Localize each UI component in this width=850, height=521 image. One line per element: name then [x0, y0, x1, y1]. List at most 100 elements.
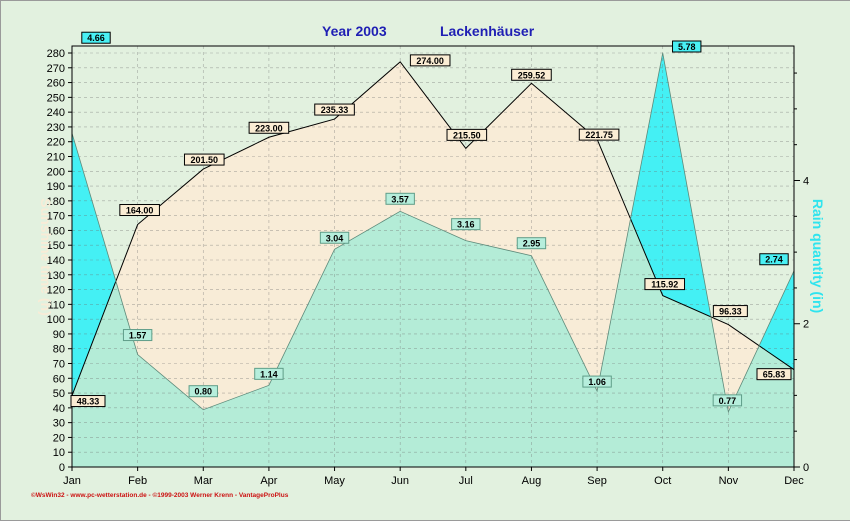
rain-label-box — [319, 231, 350, 244]
sunshine-data-label: 221.75 — [578, 128, 620, 141]
rain-data-label: 4.66 — [81, 31, 111, 44]
left-tick-label: 160 — [47, 225, 65, 237]
sunshine-label-box — [511, 68, 552, 81]
sunshine-data-label: 164.00 — [119, 204, 160, 217]
left-tick-label: 200 — [47, 166, 65, 178]
left-tick-label: 20 — [53, 432, 65, 444]
x-tick-label: Apr — [260, 475, 277, 487]
line-layer — [72, 52, 794, 414]
sunshine-data-label: 65.83 — [756, 368, 792, 381]
sunshine-data-label: 223.00 — [248, 121, 290, 134]
sunshine-label-box — [183, 153, 225, 166]
sunshine-line — [72, 61, 794, 396]
sunshine-data-label: 201.50 — [183, 153, 225, 166]
right-tick-label: 2 — [803, 319, 809, 331]
left-tick-label: 170 — [47, 211, 65, 223]
rain-label-text: 2.95 — [523, 239, 541, 249]
rain-label-box — [254, 367, 284, 380]
x-tick-label: Jun — [391, 475, 409, 487]
rain-data-label: 1.06 — [582, 375, 612, 388]
right-axis-title: Rain quantity (in) — [810, 199, 826, 313]
sunshine-label-box — [712, 305, 748, 318]
rain-label-text: 4.66 — [87, 33, 105, 43]
sunshine-label-text: 215.50 — [453, 130, 481, 140]
rain-data-label: 2.95 — [516, 237, 547, 250]
sunshine-data-label: 215.50 — [446, 128, 488, 141]
sunshine-label-text: 221.75 — [585, 130, 613, 140]
rain-label-text: 1.57 — [129, 331, 147, 341]
sunshine-data-label: 235.33 — [314, 103, 355, 116]
left-tick-label: 90 — [53, 329, 65, 341]
left-tick-label: 120 — [47, 285, 65, 297]
left-tick-label: 240 — [47, 107, 65, 119]
left-tick-label: 150 — [47, 240, 65, 252]
left-tick-label: 60 — [53, 373, 65, 385]
sunshine-label-box — [644, 278, 686, 291]
rain-label-box — [81, 31, 111, 44]
rain-label-text: 3.04 — [326, 233, 344, 243]
rain-line — [72, 52, 794, 414]
rain-data-label: 1.14 — [254, 367, 284, 380]
right-tick-label: 4 — [803, 175, 809, 187]
rain-data-label: 0.77 — [712, 394, 743, 407]
sunshine-label-box — [409, 54, 451, 67]
rain-label-box — [188, 385, 218, 398]
rain-data-label: 3.04 — [319, 231, 350, 244]
rain-data-label: 3.16 — [451, 218, 481, 231]
left-tick-label: 250 — [47, 92, 65, 104]
left-tick-label: 140 — [47, 255, 65, 267]
sunshine-label-text: 164.00 — [126, 206, 154, 216]
x-tick-label: Nov — [719, 475, 739, 487]
rain-data-label: 0.80 — [188, 385, 218, 398]
sunshine-data-label: 274.00 — [409, 54, 451, 67]
left-tick-label: 230 — [47, 122, 65, 134]
sunshine-label-text: 201.50 — [191, 155, 219, 165]
x-tick-label: Sep — [587, 475, 607, 487]
left-tick-label: 280 — [47, 48, 65, 60]
rain-label-box — [759, 253, 789, 266]
left-tick-label: 220 — [47, 137, 65, 149]
sunshine-label-box — [578, 128, 620, 141]
rain-label-text: 1.14 — [260, 369, 278, 379]
rain-label-text: 0.80 — [195, 387, 213, 397]
x-tick-label: Jul — [459, 475, 473, 487]
left-tick-label: 210 — [47, 152, 65, 164]
sunshine-label-text: 115.92 — [651, 280, 678, 290]
sunshine-data-label: 96.33 — [712, 305, 748, 318]
rain-label-text: 1.06 — [588, 377, 606, 387]
sunshine-label-text: 259.52 — [518, 70, 546, 80]
left-tick-label: 40 — [53, 403, 65, 415]
rain-label-text: 3.16 — [457, 220, 475, 230]
rain-label-box — [712, 394, 743, 407]
sunshine-label-text: 48.33 — [77, 397, 100, 407]
left-axis-title: Sunshine time (h) — [38, 198, 54, 315]
data-labels-layer: 48.33 164.00 201.50 223.00 235.33 274.00 215.5… — [70, 31, 792, 408]
x-tick-label: Dec — [784, 475, 804, 487]
sunshine-label-box — [248, 121, 290, 134]
rain-label-text: 5.78 — [678, 42, 696, 52]
rain-label-text: 3.57 — [391, 194, 409, 204]
footer-credit: ©WsWin32 - www.pc-wetterstation.de - ©19… — [31, 491, 289, 499]
x-tick-label: Aug — [522, 475, 542, 487]
rain-label-box — [451, 218, 481, 231]
x-tick-label: Feb — [128, 475, 147, 487]
left-tick-label: 50 — [53, 388, 65, 400]
left-tick-label: 130 — [47, 270, 65, 282]
rain-label-box — [516, 237, 547, 250]
chart-title-year: Year 2003 — [322, 23, 387, 39]
axes-layer: 0102030405060708090100110120130140150160… — [47, 45, 809, 487]
left-tick-label: 10 — [53, 447, 65, 459]
left-tick-label: 180 — [47, 196, 65, 208]
rain-label-box — [122, 329, 153, 342]
rain-data-label: 2.74 — [759, 253, 789, 266]
left-tick-label: 0 — [59, 462, 65, 474]
rain-label-text: 0.77 — [719, 396, 737, 406]
plot-border — [71, 45, 795, 468]
left-tick-label: 260 — [47, 78, 65, 90]
right-tick-label: 0 — [803, 462, 809, 474]
sunshine-label-box — [446, 128, 488, 141]
rain-data-label: 5.78 — [672, 40, 702, 53]
sunshine-label-text: 223.00 — [255, 123, 283, 133]
sunshine-label-box — [119, 204, 160, 217]
left-tick-label: 110 — [47, 299, 65, 311]
